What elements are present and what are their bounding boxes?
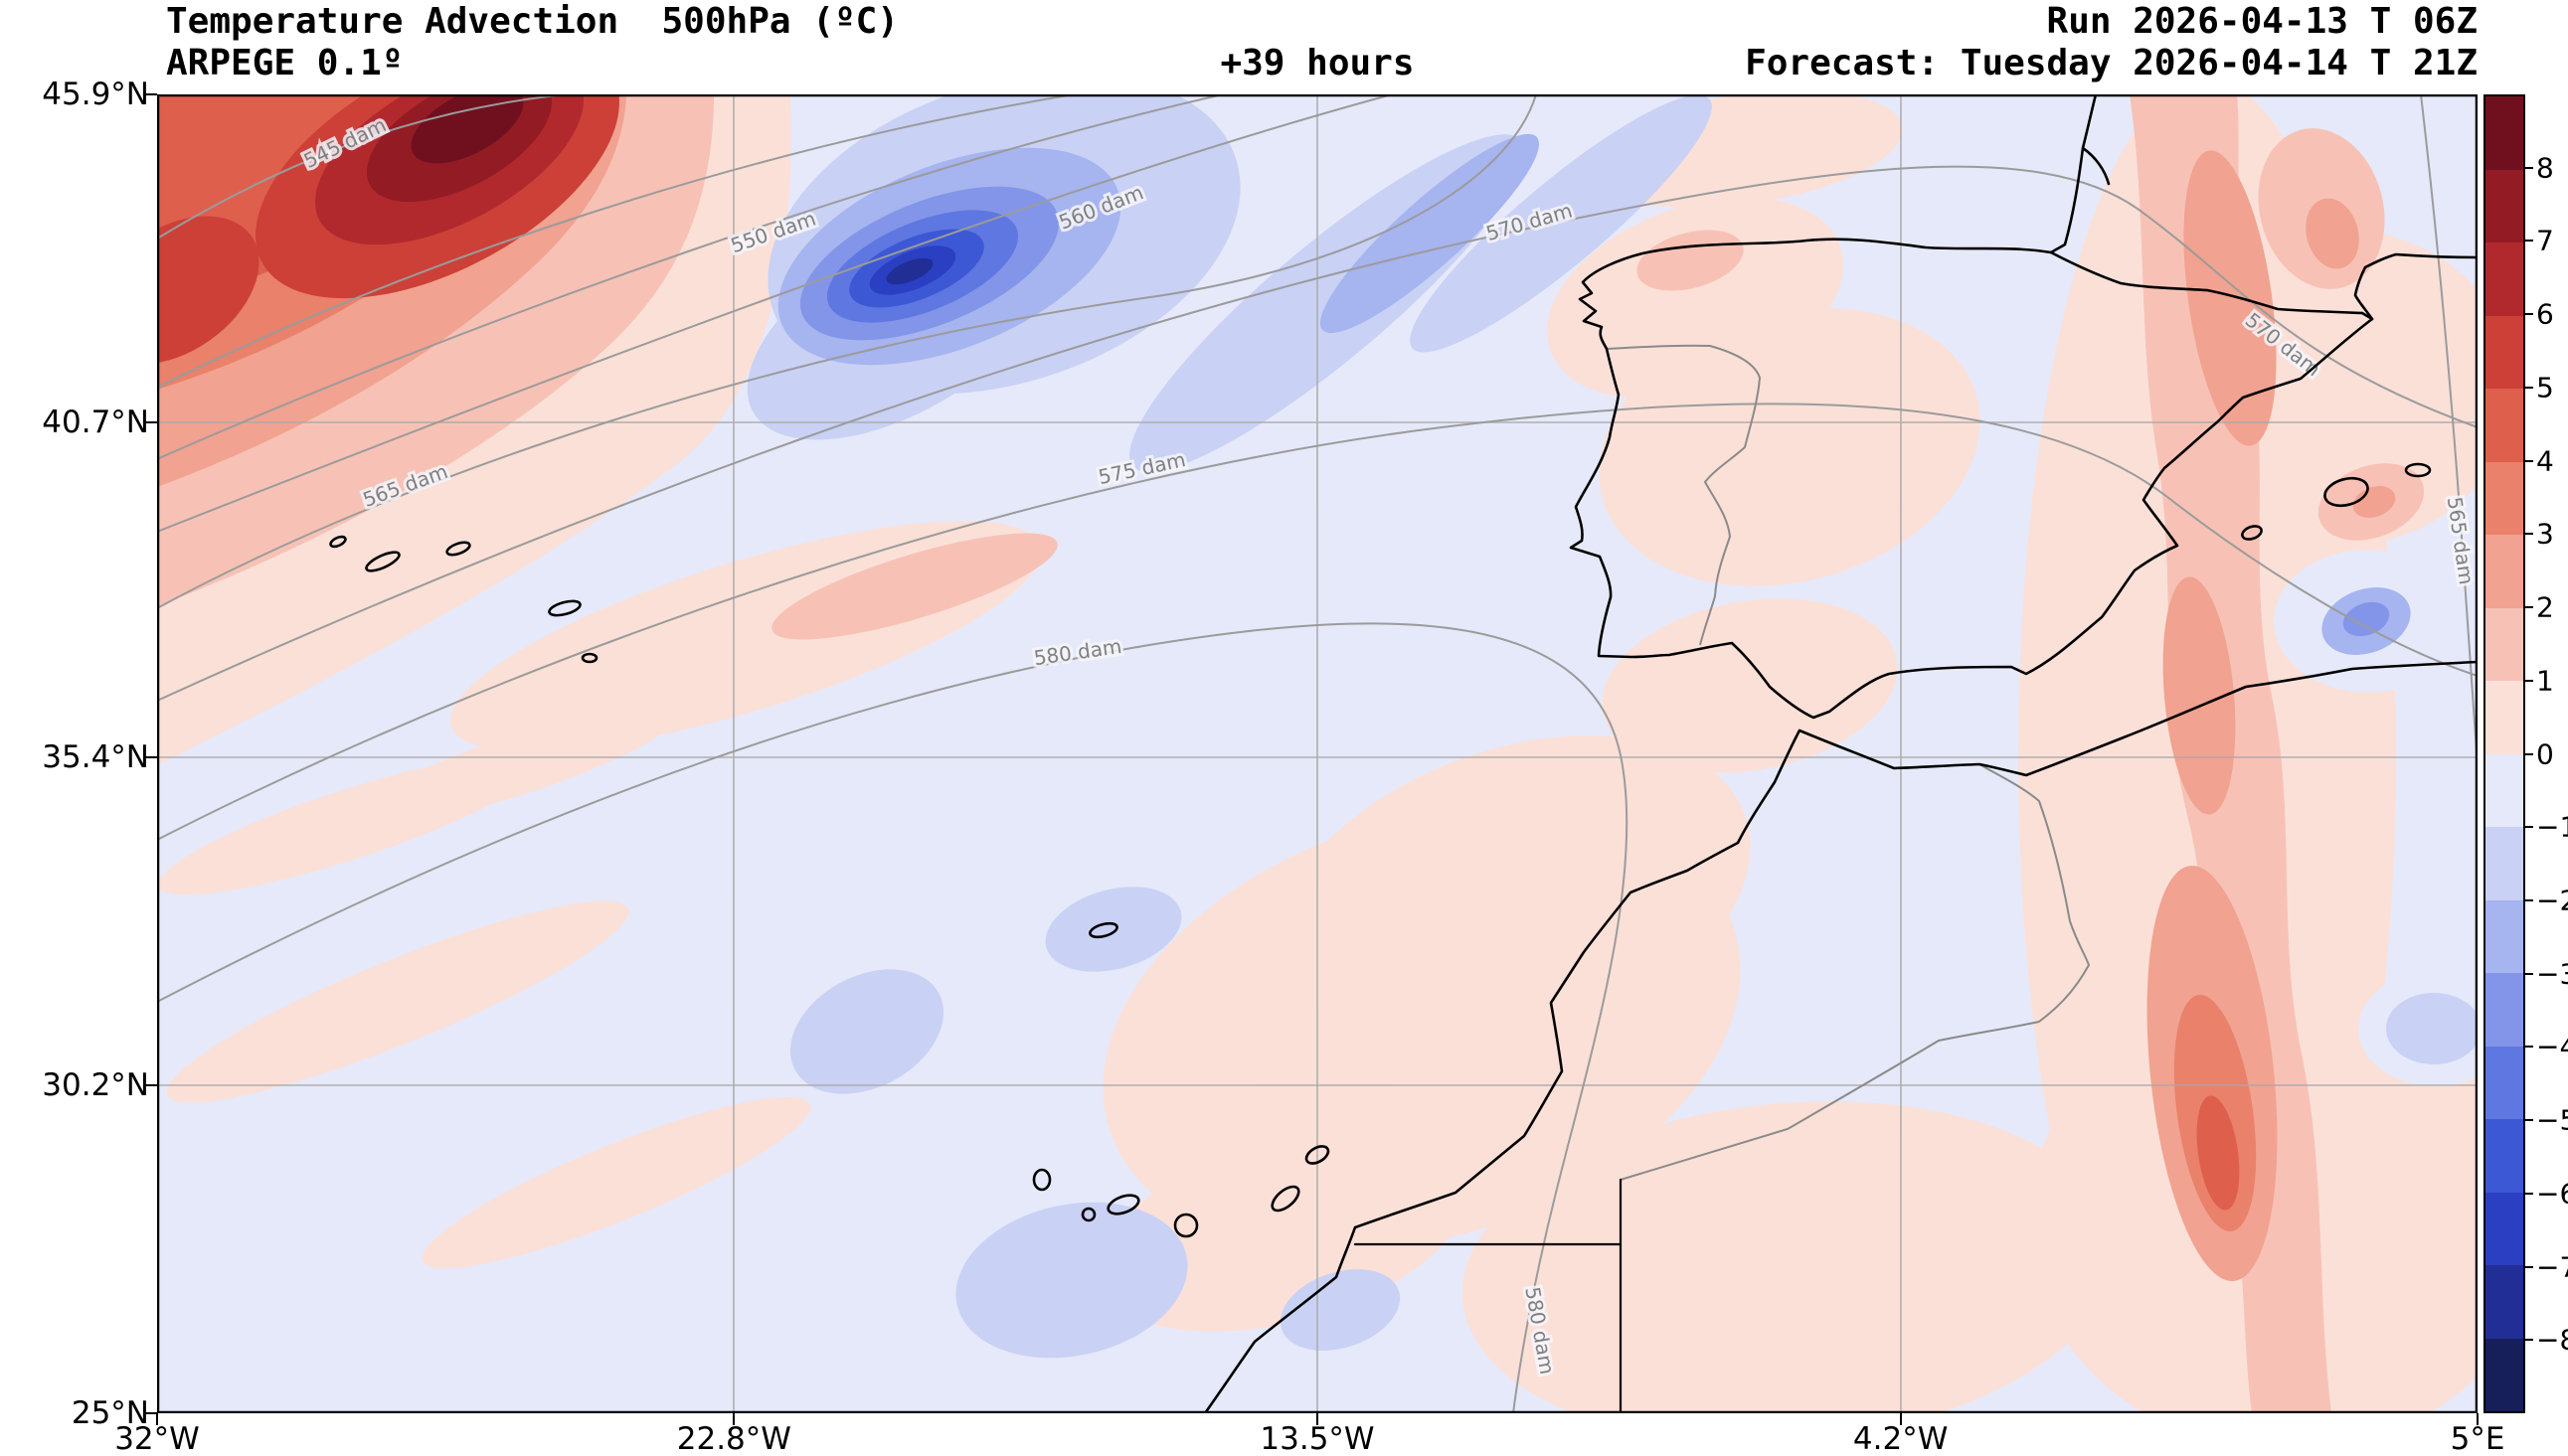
forecast-valid-label: Forecast: Tuesday 2026-04-14 T 21Z bbox=[1745, 43, 2478, 83]
colorbar-segment bbox=[2485, 169, 2523, 243]
colorbar-segment bbox=[2485, 1119, 2523, 1193]
lon-tick-mark bbox=[733, 1413, 736, 1425]
colorbar-segment bbox=[2485, 899, 2523, 973]
lat-tick-mark bbox=[145, 421, 157, 424]
islands-canary bbox=[1032, 1145, 1330, 1238]
colorbar-tick-mark bbox=[2525, 679, 2533, 682]
lat-tick-label: 25°N bbox=[71, 1395, 149, 1431]
colorbar-tick-label: −7 bbox=[2536, 1250, 2568, 1284]
colorbar-tick-label: 0 bbox=[2536, 737, 2554, 770]
colorbar-tick-mark bbox=[2525, 752, 2533, 755]
colorbar-tick-mark bbox=[2525, 166, 2533, 169]
colorbar-segment bbox=[2485, 1338, 2523, 1411]
colorbar-tick-mark bbox=[2525, 1119, 2533, 1122]
colorbar-tick-mark bbox=[2525, 1339, 2533, 1342]
colorbar-tick-label: 3 bbox=[2536, 517, 2554, 551]
lon-tick-label: 5°E bbox=[2450, 1421, 2505, 1456]
colorbar-tick-mark bbox=[2525, 240, 2533, 243]
plot-frame bbox=[157, 94, 2478, 1413]
height-contours bbox=[157, 94, 2478, 1413]
lon-tick-mark bbox=[2477, 1413, 2479, 1425]
islands-azores bbox=[329, 535, 599, 664]
colorbar-tick-label: −4 bbox=[2536, 1030, 2568, 1063]
colorbar-tick-label: −8 bbox=[2536, 1323, 2568, 1357]
graticule bbox=[157, 94, 2478, 1413]
lon-tick-mark bbox=[1316, 1413, 1318, 1425]
coast-iberia bbox=[1569, 238, 2374, 720]
coastlines bbox=[329, 94, 2478, 1413]
colorbar-segment bbox=[2485, 96, 2523, 170]
colorbar-tick-label: −6 bbox=[2536, 1177, 2568, 1211]
lon-tick-mark bbox=[1899, 1413, 1902, 1425]
coast-france-atlantic bbox=[2049, 94, 2111, 254]
colorbar-tick-label: −1 bbox=[2536, 810, 2568, 844]
lon-tick-mark bbox=[156, 1413, 158, 1425]
lat-tick-label: 40.7°N bbox=[42, 404, 149, 441]
lon-tick-label: 32°W bbox=[114, 1421, 200, 1456]
colorbar-tick-label: 4 bbox=[2536, 444, 2554, 478]
colorbar-tick-mark bbox=[2525, 1046, 2533, 1049]
colorbar-segment bbox=[2485, 1265, 2523, 1339]
colorbar-tick-label: 1 bbox=[2536, 664, 2554, 698]
colorbar-segment bbox=[2485, 389, 2523, 462]
border-spain-france bbox=[2049, 250, 2364, 315]
lead-time-label: +39 hours bbox=[1220, 43, 1415, 83]
colorbar-tick-label: 2 bbox=[2536, 590, 2554, 624]
colorbar-tick-label: −5 bbox=[2536, 1103, 2568, 1137]
colorbar-segment bbox=[2485, 973, 2523, 1047]
lat-tick-mark bbox=[145, 1083, 157, 1086]
colorbar-tick-mark bbox=[2525, 606, 2533, 609]
lat-tick-label: 30.2°N bbox=[42, 1066, 149, 1103]
country-borders bbox=[1606, 344, 2091, 1181]
coast-france-mediterranean bbox=[2353, 252, 2478, 321]
island-madeira bbox=[1089, 921, 1118, 939]
colorbar bbox=[2483, 94, 2525, 1413]
colorbar-segment bbox=[2485, 1192, 2523, 1265]
colorbar-segment bbox=[2485, 461, 2523, 535]
coast-north-africa bbox=[1203, 660, 2478, 1413]
colorbar-segment bbox=[2485, 681, 2523, 754]
colorbar-segment bbox=[2485, 607, 2523, 681]
colorbar-tick-mark bbox=[2525, 826, 2533, 829]
colorbar-tick-label: −3 bbox=[2536, 957, 2568, 991]
run-label: Run 2026-04-13 T 06Z bbox=[2046, 1, 2478, 42]
colorbar-tick-label: 7 bbox=[2536, 224, 2554, 257]
colorbar-segment bbox=[2485, 535, 2523, 608]
islands-balearic bbox=[2241, 462, 2432, 541]
colorbar-tick-mark bbox=[2525, 1192, 2533, 1195]
lat-tick-mark bbox=[145, 1412, 157, 1414]
lon-tick-label: 13.5°W bbox=[1260, 1421, 1375, 1456]
lon-tick-label: 22.8°W bbox=[676, 1421, 791, 1456]
colorbar-tick-label: 5 bbox=[2536, 371, 2554, 404]
border-western-sahara bbox=[1353, 1178, 1623, 1413]
colorbar-segment bbox=[2485, 1046, 2523, 1119]
colorbar-tick-mark bbox=[2525, 313, 2533, 316]
border-morocco-algeria bbox=[1620, 763, 2091, 1181]
colorbar-tick-mark bbox=[2525, 533, 2533, 536]
lat-tick-mark bbox=[145, 755, 157, 758]
colorbar-tick-mark bbox=[2525, 459, 2533, 462]
page-title: Temperature Advection 500hPa (ºC) bbox=[166, 1, 899, 42]
colorbar-tick-mark bbox=[2525, 1265, 2533, 1268]
lat-tick-label: 35.4°N bbox=[42, 738, 149, 775]
lat-tick-mark bbox=[145, 93, 157, 95]
colorbar-tick-label: −2 bbox=[2536, 884, 2568, 917]
colorbar-tick-label: 8 bbox=[2536, 151, 2554, 185]
colorbar-tick-mark bbox=[2525, 898, 2533, 901]
lon-tick-label: 4.2°W bbox=[1852, 1421, 1949, 1456]
lat-tick-label: 45.9°N bbox=[42, 77, 149, 112]
colorbar-tick-label: 6 bbox=[2536, 297, 2554, 331]
model-label: ARPEGE 0.1º bbox=[166, 43, 404, 83]
colorbar-tick-mark bbox=[2525, 972, 2533, 975]
colorbar-segment bbox=[2485, 243, 2523, 316]
colorbar-segment bbox=[2485, 315, 2523, 389]
colorbar-tick-mark bbox=[2525, 386, 2533, 389]
colorbar-segment bbox=[2485, 827, 2523, 900]
colorbar-segment bbox=[2485, 753, 2523, 827]
border-portugal-spain bbox=[1606, 344, 1762, 646]
